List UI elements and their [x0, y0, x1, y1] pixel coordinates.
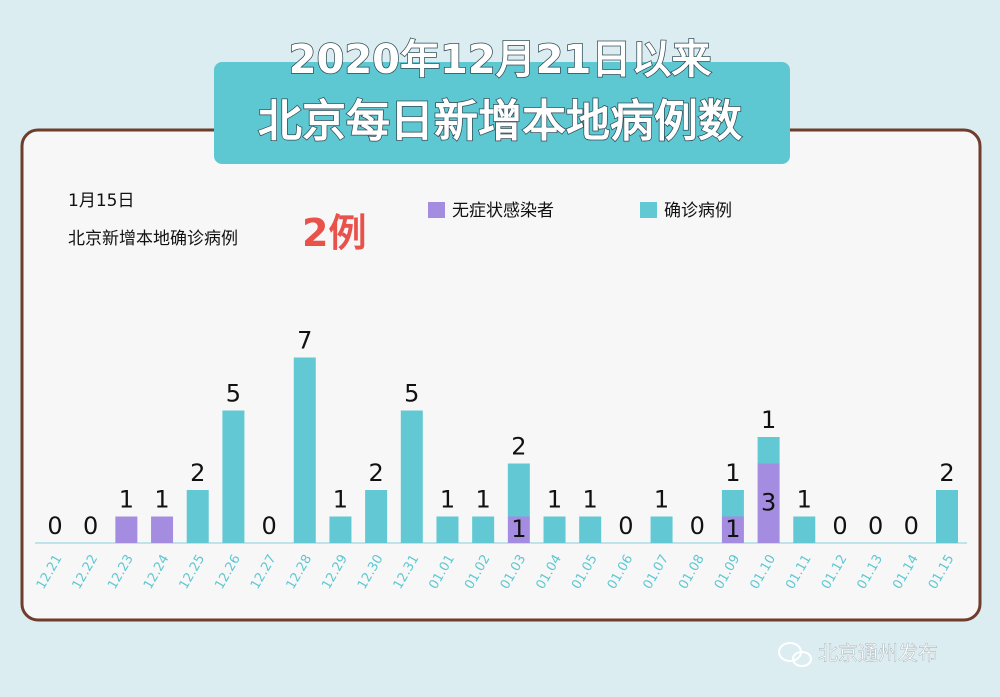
bar-segment [757, 463, 780, 543]
bar-segment [115, 516, 138, 543]
value-label: 5 [404, 380, 419, 408]
value-label: 1 [511, 515, 526, 543]
bar-segment [543, 516, 566, 543]
value-label: 1 [761, 406, 776, 434]
bar-segment [579, 516, 602, 543]
annotation-highlight: 2例 [302, 211, 366, 255]
value-label: 1 [333, 486, 348, 514]
value-label: 0 [690, 512, 705, 540]
value-label: 1 [547, 486, 562, 514]
annotation: 1月15日 [68, 191, 134, 211]
value-label: 0 [618, 512, 633, 540]
bar-segment [507, 516, 530, 543]
bar-segment [757, 437, 780, 464]
bar-segment [507, 463, 530, 517]
bar-segment [793, 516, 816, 543]
value-label: 1 [476, 486, 491, 514]
bar-segment [650, 516, 673, 543]
bar-segment [365, 490, 388, 543]
value-label: 1 [154, 486, 169, 514]
bar-segment [329, 516, 352, 543]
value-label: 1 [119, 486, 134, 514]
annotation: 北京新增本地确诊病例 [68, 229, 238, 249]
value-label: 1 [725, 459, 740, 487]
chart-title: 2020年12月21日以来 [289, 37, 712, 83]
source-icon [778, 642, 812, 667]
bar-segment [293, 357, 316, 543]
legend-swatch [428, 202, 445, 218]
value-label: 1 [583, 486, 598, 514]
bar-segment [222, 410, 245, 543]
value-label: 1 [797, 486, 812, 514]
value-label: 2 [368, 459, 383, 487]
value-label: 0 [868, 512, 883, 540]
value-label: 3 [761, 488, 776, 516]
value-label: 0 [904, 512, 919, 540]
legend-label: 无症状感染者 [452, 201, 554, 221]
value-label: 2 [939, 459, 954, 487]
value-label: 1 [654, 486, 669, 514]
value-label: 1 [725, 515, 740, 543]
bar-segment [436, 516, 459, 543]
legend-label: 确诊病例 [664, 201, 732, 221]
bar-segment [721, 490, 744, 517]
title-box [214, 62, 790, 164]
value-label: 0 [83, 512, 98, 540]
value-label: 7 [297, 327, 312, 355]
source: 北京通州发布 [818, 641, 938, 665]
bar-segment [936, 490, 958, 543]
bar-segment [151, 516, 174, 543]
bar-segment [186, 490, 209, 543]
value-label: 0 [261, 512, 276, 540]
value-label: 1 [440, 486, 455, 514]
value-label: 0 [47, 512, 62, 540]
chart-subtitle: 北京每日新增本地病例数 [258, 96, 742, 147]
legend-swatch [640, 202, 657, 218]
bar-segment [400, 410, 423, 543]
value-label: 2 [190, 459, 205, 487]
bar-segment [721, 516, 744, 543]
value-label: 0 [832, 512, 847, 540]
value-label: 2 [511, 433, 526, 461]
value-label: 5 [226, 380, 241, 408]
bar-segment [472, 516, 495, 543]
